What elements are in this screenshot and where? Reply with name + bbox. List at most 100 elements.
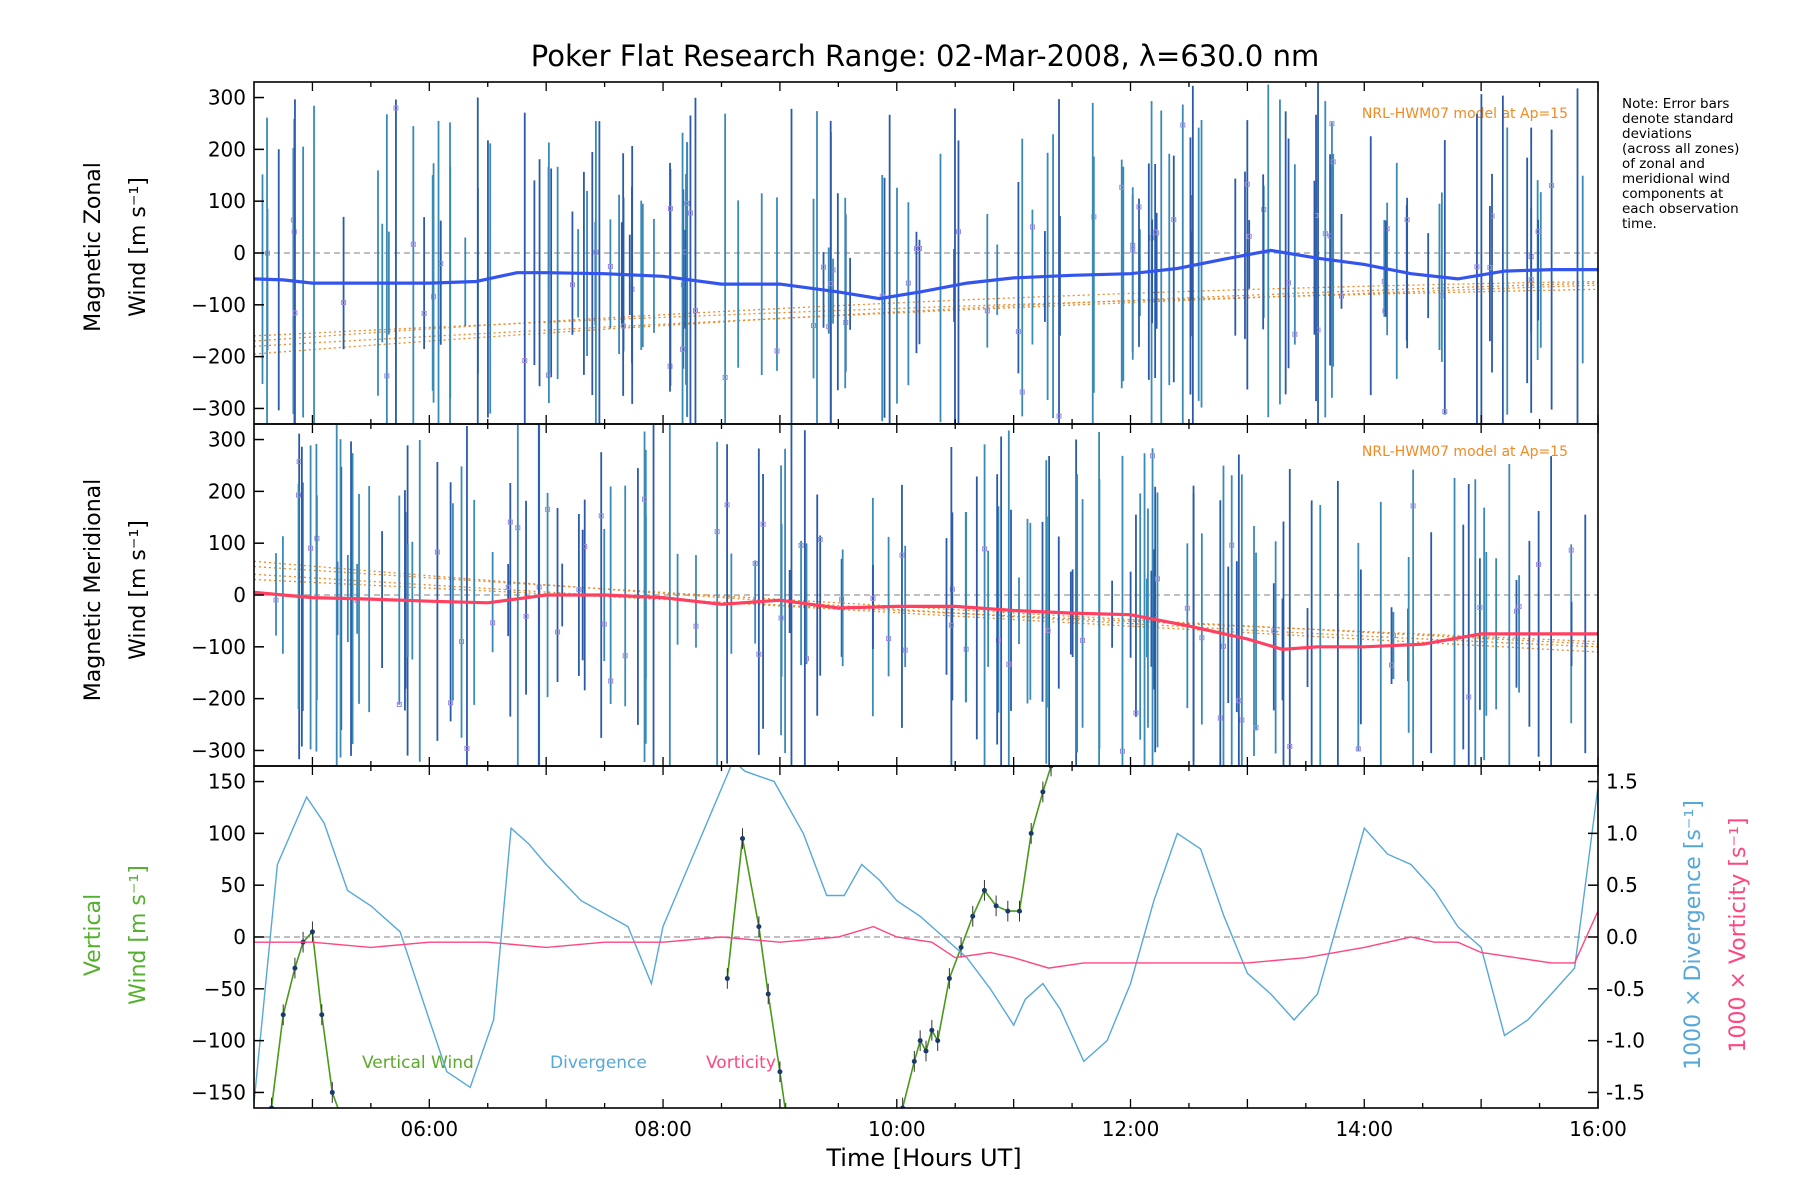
- zone-marker: [760, 521, 766, 527]
- zone-marker: [410, 241, 416, 247]
- zonal-model-label: NRL-HWM07 model at Ap=15: [1362, 106, 1568, 122]
- zone-marker: [1487, 264, 1493, 270]
- vertical-wind-point: [777, 1069, 783, 1075]
- zone-marker: [598, 513, 604, 519]
- zone-marker: [692, 307, 698, 313]
- zone-marker: [384, 373, 390, 379]
- zone-marker: [1133, 710, 1139, 716]
- note-line: meridional wind: [1622, 171, 1730, 187]
- left-tick-label: 100: [208, 189, 246, 213]
- zone-marker: [1287, 743, 1293, 749]
- zone-marker: [523, 613, 529, 619]
- zone-marker: [642, 496, 648, 502]
- legend-divergence: Divergence: [550, 1053, 647, 1073]
- note-block: Note: Error bars denote standard deviati…: [1622, 96, 1739, 232]
- vertical-wind-point: [724, 975, 730, 981]
- vertical-ylabel-line2: Wind [m s⁻¹]: [126, 865, 151, 1005]
- zone-marker: [1330, 159, 1336, 165]
- zone-marker: [1549, 183, 1555, 189]
- legend-vorticity: Vorticity: [706, 1053, 776, 1073]
- zone-marker: [984, 308, 990, 314]
- left-tick-label: 300: [208, 428, 246, 452]
- zone-marker: [1355, 746, 1361, 752]
- zone-marker: [621, 323, 627, 329]
- vertical-wind-point: [765, 991, 771, 997]
- zone-marker: [1130, 247, 1136, 253]
- vorticity-line: [254, 910, 1598, 969]
- zonal-ylabel-line1: Magnetic Zonal: [81, 162, 106, 332]
- vertical-wind-point: [740, 836, 746, 842]
- vertical-wind-point: [935, 1038, 941, 1044]
- left-tick-label: 100: [208, 531, 246, 555]
- left-tick-label: 300: [208, 86, 246, 110]
- x-tick-label: 10:00: [868, 1117, 926, 1141]
- zone-marker: [948, 622, 954, 628]
- zone-marker: [292, 310, 298, 316]
- zone-marker: [1236, 698, 1242, 704]
- zone-marker: [622, 653, 628, 659]
- vertical-wind-point: [280, 1012, 286, 1018]
- vertical-wind-point: [1005, 908, 1011, 914]
- left-tick-label: −200: [191, 345, 246, 369]
- model-curve: [254, 573, 1598, 653]
- zone-marker: [1029, 224, 1035, 230]
- vertical-wind-point: [309, 929, 315, 935]
- x-tick-label: 06:00: [400, 1117, 458, 1141]
- zone-marker: [828, 281, 834, 287]
- zone-marker: [899, 552, 905, 558]
- zone-marker: [756, 651, 762, 657]
- zone-marker: [1150, 453, 1156, 459]
- zone-marker: [684, 200, 690, 206]
- meridional-model-label: NRL-HWM07 model at Ap=15: [1362, 444, 1568, 460]
- zone-marker: [798, 543, 804, 549]
- zone-marker: [680, 346, 686, 352]
- zone-marker: [982, 546, 988, 552]
- zone-marker: [1199, 635, 1205, 641]
- zone-marker: [1244, 181, 1250, 187]
- zone-marker: [1006, 661, 1012, 667]
- zone-marker: [693, 623, 699, 629]
- meridional-ylabel-line1: Magnetic Meridional: [81, 479, 106, 701]
- left-tick-label: 200: [208, 137, 246, 161]
- zone-marker: [1536, 561, 1542, 567]
- left-tick-label: −50: [204, 977, 246, 1001]
- zone-marker: [667, 206, 673, 212]
- zone-marker: [601, 621, 607, 627]
- zone-marker: [724, 502, 730, 508]
- model-curve: [254, 565, 1598, 645]
- right-tick-label: -1.0: [1606, 1029, 1645, 1053]
- zone-marker: [1229, 542, 1235, 548]
- zone-marker: [1477, 604, 1483, 610]
- zone-marker: [1184, 605, 1190, 611]
- model-curve: [254, 578, 1598, 643]
- zone-marker: [916, 245, 922, 251]
- right-tick-label: 1.5: [1606, 770, 1638, 794]
- note-line: time.: [1622, 216, 1657, 232]
- zone-marker: [1329, 121, 1335, 127]
- zone-marker: [1015, 329, 1021, 335]
- model-curve: [254, 282, 1598, 355]
- zonal-wind-panel: 300 200 100 0 −100 −200 −300: [191, 81, 1599, 425]
- zone-marker: [1286, 280, 1292, 286]
- vertical-wind-point: [981, 887, 987, 893]
- left-tick-label: 200: [208, 479, 246, 503]
- zone-marker: [1338, 293, 1344, 299]
- zone-marker: [448, 700, 454, 706]
- zone-marker: [1080, 637, 1086, 643]
- left-tick-label: −300: [191, 738, 246, 762]
- zone-marker: [1466, 694, 1472, 700]
- zone-marker: [722, 374, 728, 380]
- plot-area: [254, 82, 1598, 424]
- x-tick-label: 08:00: [634, 1117, 692, 1141]
- vertical-wind-point: [917, 1038, 923, 1044]
- left-tick-label: −100: [191, 1029, 246, 1053]
- vertical-wind-line: [901, 766, 1052, 1108]
- zonal-ylabel-line2: Wind [m s⁻¹]: [126, 177, 151, 317]
- plot-area: [254, 766, 1598, 1108]
- meridional-ylabel-line2: Wind [m s⁻¹]: [126, 520, 151, 660]
- zone-marker: [1180, 122, 1186, 128]
- model-curve: [254, 284, 1598, 347]
- vertical-wind-point: [756, 924, 762, 930]
- vertical-wind-point: [319, 1012, 325, 1018]
- x-tick-label: 16:00: [1569, 1117, 1627, 1141]
